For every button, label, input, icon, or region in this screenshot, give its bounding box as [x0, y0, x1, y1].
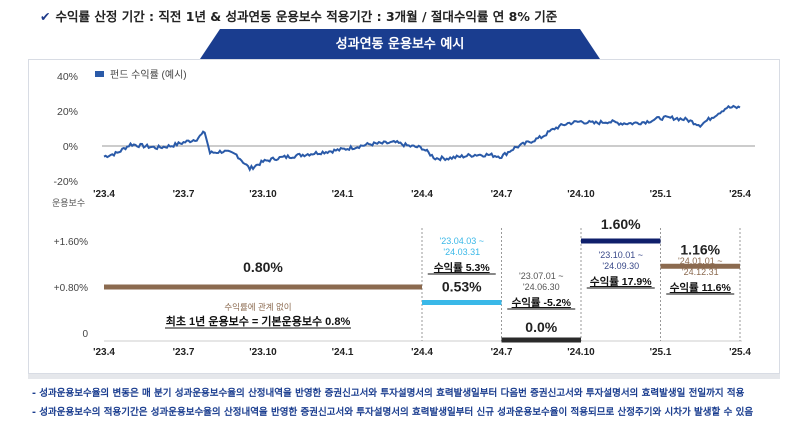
- x-tick-label: '25.1: [650, 347, 672, 358]
- x-tick-label: '24.7: [491, 347, 513, 358]
- chart-banner: 성과연동 운용보수 예시: [200, 29, 600, 59]
- checkmark-icon: ✔: [40, 9, 51, 24]
- charts-svg: 40% 20% 0% -20% 펀드 수익률 (예시) '23.4 '23.7 '23.10 '…: [52, 69, 755, 358]
- return-label: 수익률 17.9%: [590, 276, 652, 288]
- legend-swatch: [95, 71, 104, 77]
- x-tick-label: '24.4: [411, 189, 433, 200]
- x-tick-label: '25.4: [729, 347, 751, 358]
- panel-shadow: [28, 374, 780, 379]
- y-tick-label: -20%: [53, 176, 78, 188]
- x-tick-label: '23.4: [93, 347, 115, 358]
- x-tick-label: '23.7: [173, 189, 195, 200]
- period-label: '24.06.30: [523, 282, 560, 292]
- x-tick-label: '23.4: [93, 189, 115, 200]
- x-tick-label: '25.4: [729, 189, 751, 200]
- chart-panel: [28, 59, 780, 374]
- y-tick-label: 40%: [57, 71, 78, 83]
- fee-value-label: 0.80%: [243, 259, 283, 275]
- x-tick-label: '24.1: [332, 189, 354, 200]
- fee-value-label: 0.0%: [525, 319, 557, 335]
- fund-return-line: [103, 104, 741, 173]
- y-tick-label: 0%: [63, 141, 78, 153]
- return-label: 수익률 11.6%: [670, 282, 732, 294]
- x-tick-label: '24.7: [491, 189, 513, 200]
- period-label: '23.10.01 ~: [598, 250, 643, 260]
- y-tick-label: +0.80%: [54, 283, 88, 294]
- period-label: '23.07.01 ~: [519, 271, 564, 281]
- note-1: - 성과운용보수율의 변동은 매 분기 성과운용보수율의 산정내역을 반영한 증…: [32, 388, 745, 399]
- x-tick-label: '25.1: [650, 189, 672, 200]
- y-tick-label: 0: [82, 329, 88, 340]
- period-label: '24.03.31: [443, 247, 480, 257]
- y-tick-label: +1.60%: [54, 237, 88, 248]
- x-tick-label: '24.1: [332, 347, 354, 358]
- x-tick-label: '24.4: [411, 347, 433, 358]
- x-tick-label: '23.7: [173, 347, 195, 358]
- y-tick-label: 20%: [57, 106, 78, 118]
- return-label: 수익률 5.3%: [434, 262, 490, 274]
- period-label: '24.12.31: [682, 267, 719, 277]
- header-label: 수익률 산정 기간 : 직전 1년 & 성과연동 운용보수 적용기간 : 3개월…: [55, 9, 558, 24]
- header-text: ✔ 수익률 산정 기간 : 직전 1년 & 성과연동 운용보수 적용기간 : 3개…: [40, 6, 557, 25]
- x-tick-label: '23.10: [249, 347, 277, 358]
- annotation-small: 수익률에 관계 없이: [224, 302, 291, 312]
- x-tick-label: '23.10: [249, 189, 277, 200]
- return-label: 수익률 -5.2%: [512, 297, 572, 309]
- note-2: - 성과운용보수의 적용기간은 성과운용보수율의 산정내역을 반영한 증권신고서…: [32, 407, 754, 418]
- period-label: '24.01.01 ~: [678, 256, 723, 266]
- fee-value-label: 1.16%: [680, 241, 720, 257]
- x-tick-label: '24.10: [567, 347, 595, 358]
- y-axis-title: 운용보수: [52, 198, 85, 208]
- fee-value-label: 0.53%: [442, 279, 482, 295]
- period-label: '24.09.30: [602, 261, 639, 271]
- fee-value-label: 1.60%: [601, 216, 641, 232]
- legend-label: 펀드 수익률 (예시): [110, 69, 187, 81]
- annotation-main: 최초 1년 운용보수 = 기본운용보수 0.8%: [166, 314, 351, 328]
- period-label: '23.04.03 ~: [439, 236, 484, 246]
- x-tick-label: '24.10: [567, 189, 595, 200]
